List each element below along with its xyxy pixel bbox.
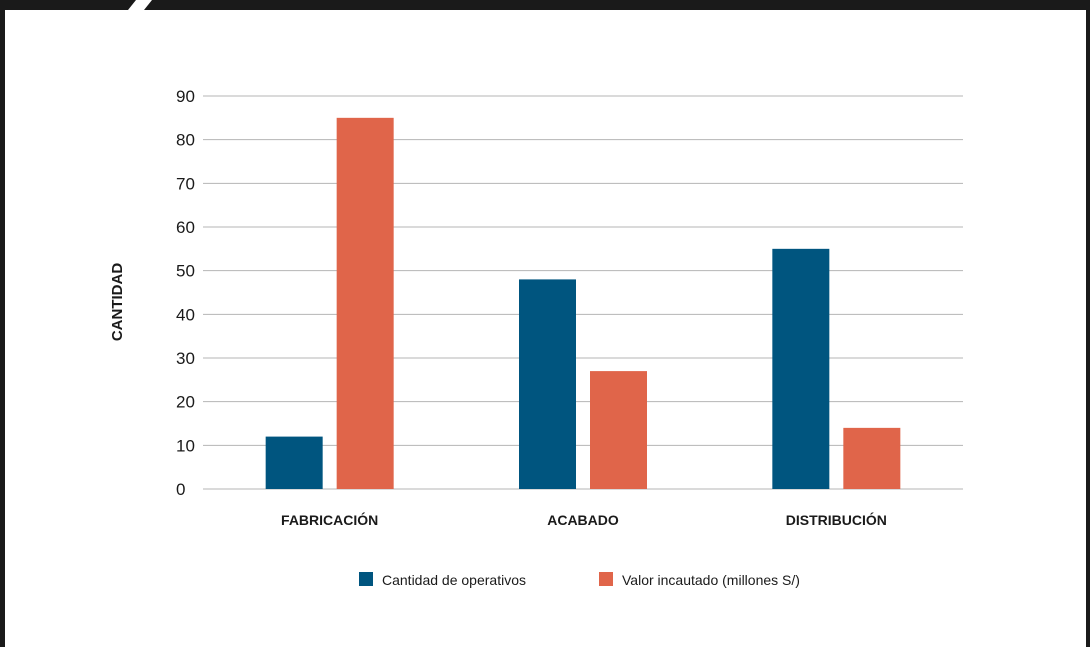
- y-axis-label: CANTIDAD: [109, 263, 126, 341]
- bar-valor: [843, 427, 901, 489]
- y-tick-label: 50: [176, 262, 195, 281]
- y-tick-label: 20: [176, 393, 195, 412]
- x-tick-label: DISTRIBUCIÓN: [786, 511, 887, 528]
- frame-top-bar: [0, 0, 1090, 10]
- bar-valor: [590, 371, 647, 489]
- x-axis-ticks: FABRICACIÓN ACABADO DISTRIBUCIÓN: [281, 511, 887, 528]
- y-tick-label: 90: [176, 87, 195, 106]
- bar-valor: [336, 117, 394, 489]
- bar-operativos: [772, 248, 830, 489]
- y-tick-label: 60: [176, 218, 195, 237]
- y-tick-label: 10: [176, 436, 195, 455]
- gridlines: [203, 95, 963, 490]
- bars: [265, 117, 901, 489]
- y-tick-label: 80: [176, 131, 195, 150]
- y-tick-label: 30: [176, 349, 195, 368]
- y-tick-label: 0: [176, 480, 185, 499]
- legend-swatch: [359, 572, 373, 586]
- legend-label: Cantidad de operativos: [382, 572, 526, 588]
- bar-operativos: [519, 279, 576, 489]
- legend-label: Valor incautado (millones S/): [622, 572, 800, 588]
- bar-operativos: [265, 436, 323, 489]
- x-tick-label: ACABADO: [547, 512, 619, 528]
- x-tick-label: FABRICACIÓN: [281, 511, 378, 528]
- legend-swatch: [599, 572, 613, 586]
- frame-notch: [128, 0, 152, 10]
- y-tick-label: 70: [176, 174, 195, 193]
- y-axis-ticks: 0 10 20 30 40 50 60 70 80 90: [176, 87, 195, 499]
- y-tick-label: 40: [176, 305, 195, 324]
- legend: Cantidad de operativos Valor incautado (m…: [359, 572, 800, 588]
